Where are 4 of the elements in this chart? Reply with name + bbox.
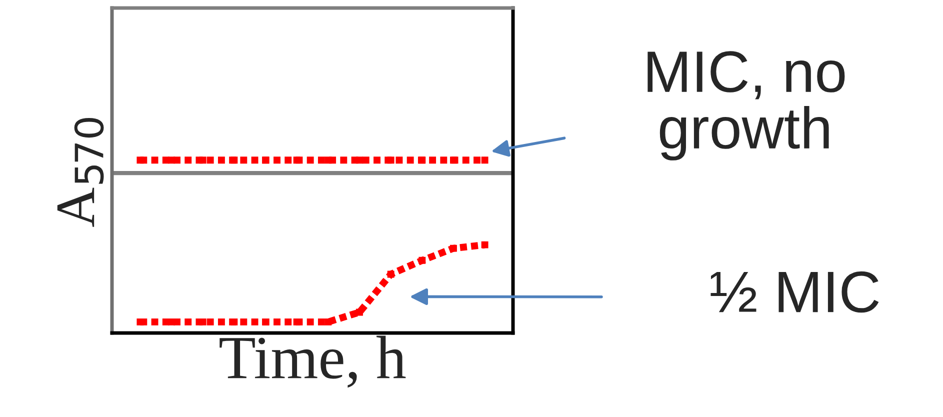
text: MIC, no growth	[648, 51, 845, 160]
y-axis-title: A$_{570}$	[57, 118, 104, 227]
x-axis-title: Time, h	[220, 336, 406, 388]
text: ½ MIC	[710, 271, 879, 313]
